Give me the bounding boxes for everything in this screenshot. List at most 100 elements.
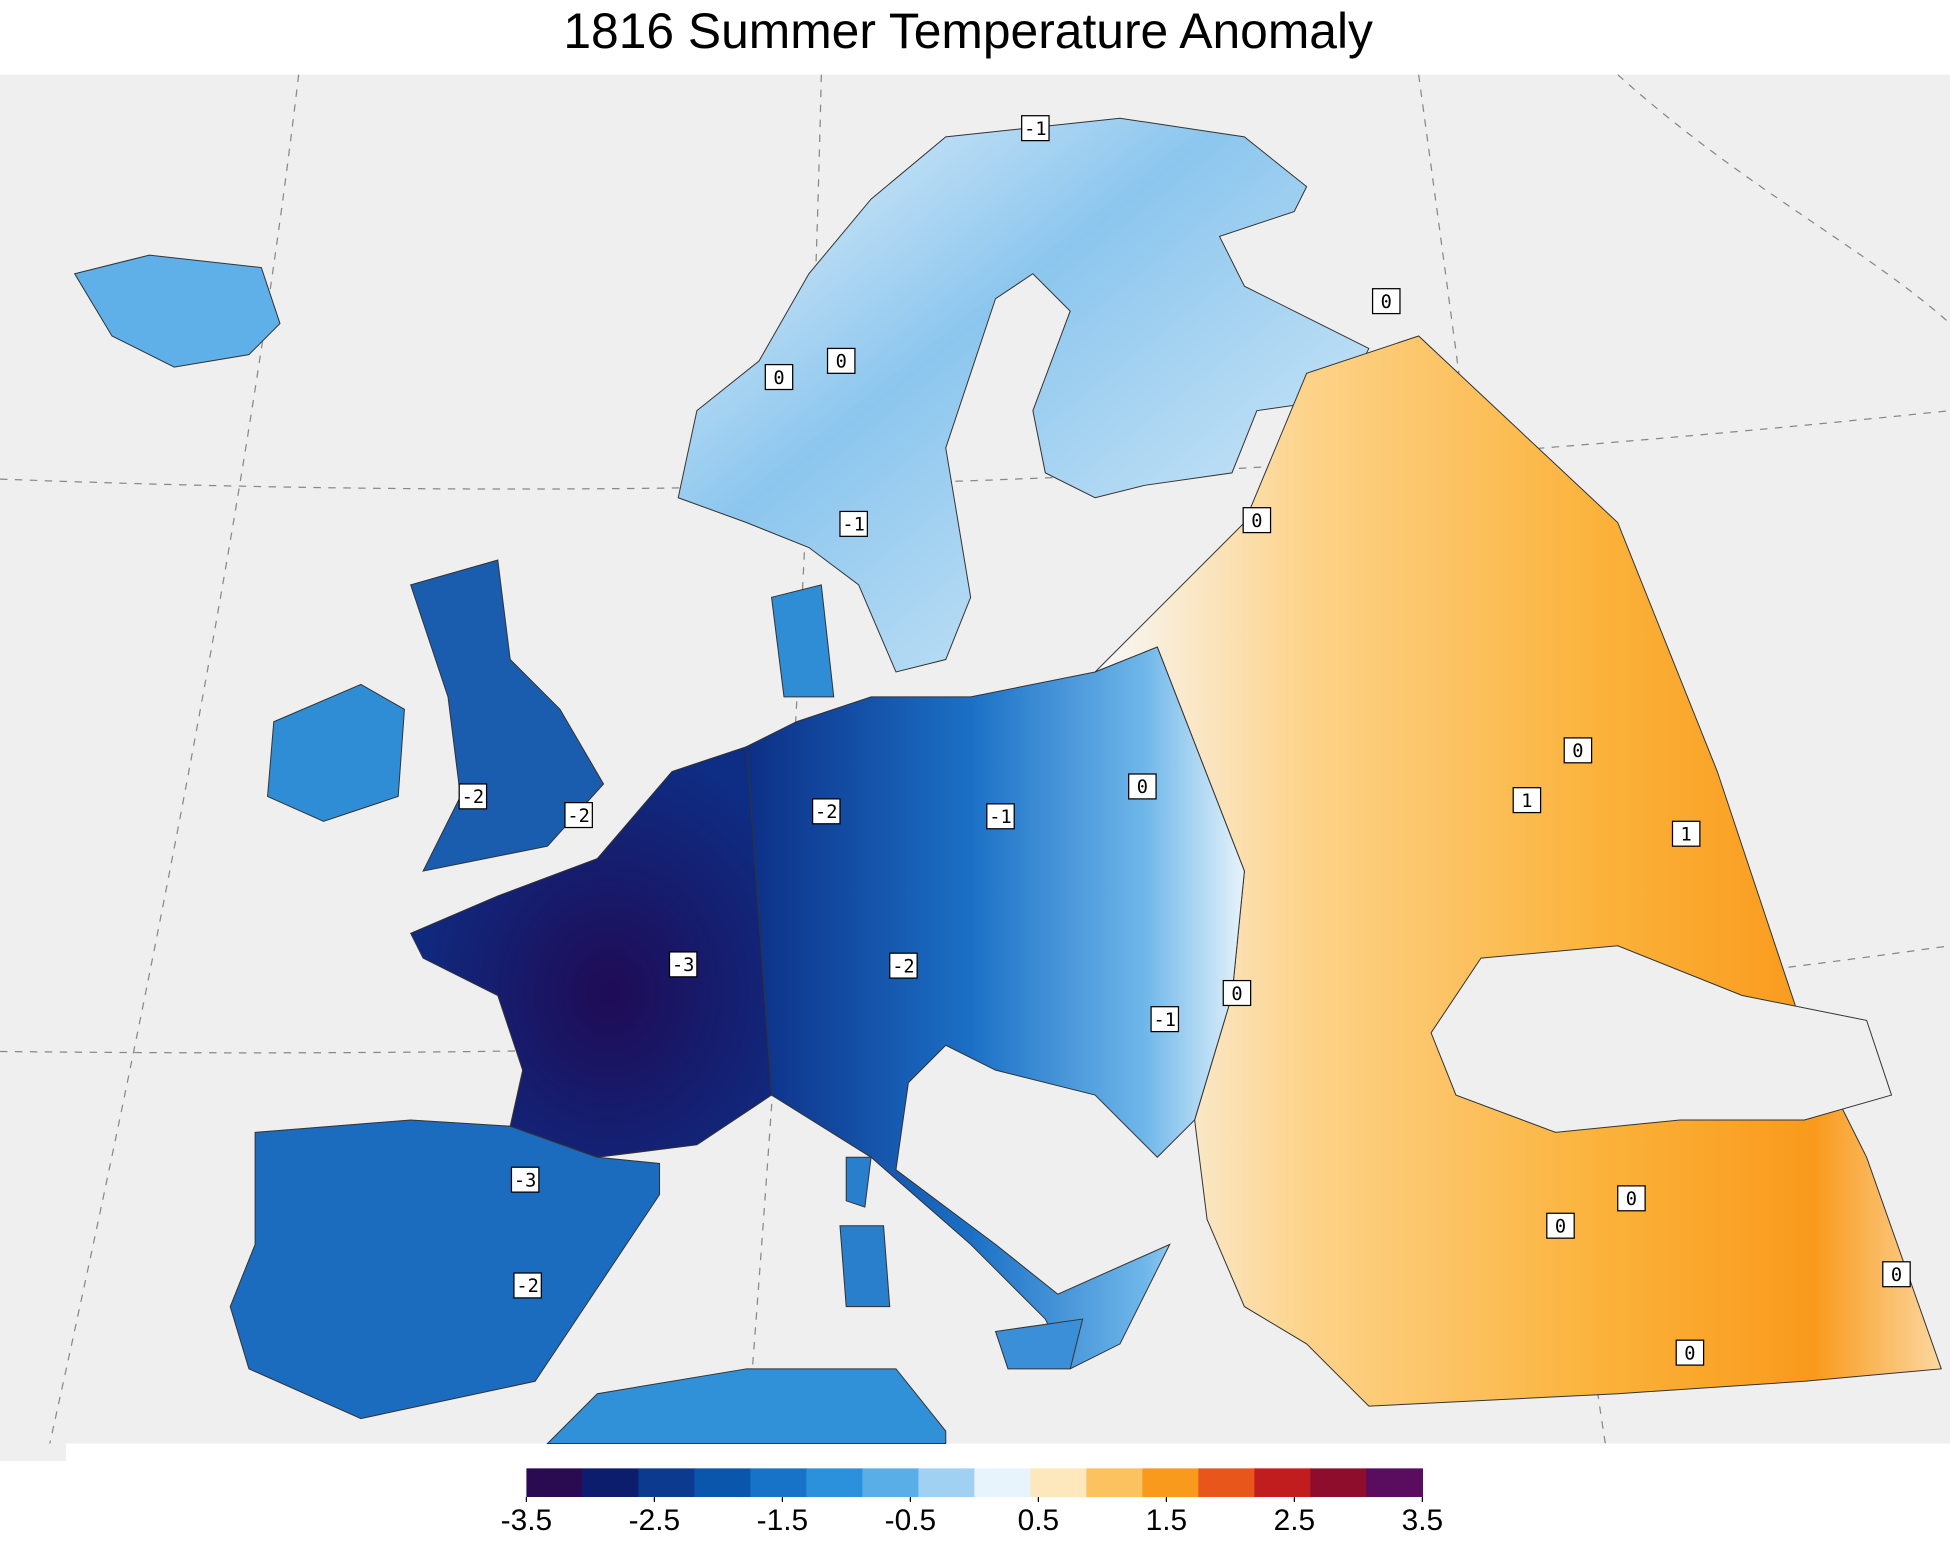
label-text: -3 bbox=[514, 1170, 536, 1191]
colorbar-swatch bbox=[1142, 1468, 1199, 1497]
contour-label: 0 bbox=[1128, 773, 1157, 800]
colorbar-swatch bbox=[1310, 1468, 1367, 1497]
contour-label: 0 bbox=[1675, 1339, 1705, 1366]
label-text: 0 bbox=[1891, 1265, 1902, 1286]
label-text: -2 bbox=[892, 956, 914, 977]
label-text: 0 bbox=[1626, 1189, 1637, 1210]
contour-label: 0 bbox=[1882, 1261, 1911, 1288]
label-box bbox=[1021, 115, 1050, 142]
label-text: 0 bbox=[1381, 292, 1392, 313]
label-box bbox=[1371, 288, 1401, 315]
colorbar-swatch bbox=[1254, 1468, 1311, 1497]
label-text: 0 bbox=[773, 368, 784, 389]
colorbar-swatch bbox=[694, 1468, 752, 1497]
colorbar-swatch bbox=[1366, 1468, 1423, 1497]
label-text: 0 bbox=[1572, 741, 1583, 762]
label-text: -1 bbox=[1024, 119, 1046, 140]
label-text: -1 bbox=[1154, 1010, 1176, 1031]
colorbar-swatch bbox=[750, 1468, 808, 1497]
denmark bbox=[770, 584, 835, 698]
colorbar-swatch bbox=[526, 1468, 584, 1497]
colorbar-tick-label: -3.5 bbox=[501, 1504, 552, 1537]
label-box bbox=[811, 798, 841, 825]
corsica bbox=[845, 1156, 872, 1208]
iceland bbox=[73, 254, 281, 368]
colorbar-tick-label: -0.5 bbox=[885, 1504, 936, 1537]
contour-label: -1 bbox=[1021, 115, 1050, 142]
colorbar-swatch bbox=[806, 1468, 864, 1497]
label-box bbox=[510, 1166, 540, 1193]
label-text: -2 bbox=[462, 787, 484, 808]
colorbar-swatch bbox=[1198, 1468, 1255, 1497]
title: 1816 Summer Temperature Anomaly bbox=[563, 3, 1373, 59]
sardinia bbox=[839, 1225, 891, 1308]
label-box bbox=[1675, 1339, 1705, 1366]
contour-label: -2 bbox=[811, 798, 841, 825]
contour-label: 0 bbox=[1563, 737, 1593, 764]
label-box bbox=[668, 951, 698, 978]
label-box bbox=[1512, 787, 1542, 814]
contour-label: 1 bbox=[1512, 787, 1542, 814]
label-box bbox=[889, 952, 918, 979]
label-box bbox=[1150, 1006, 1180, 1033]
black-sea bbox=[1430, 945, 1893, 1133]
label-text: 0 bbox=[1231, 984, 1242, 1005]
label-box bbox=[1242, 507, 1272, 534]
label-box bbox=[826, 347, 856, 374]
label-text: -2 bbox=[815, 802, 837, 823]
contour-label: 0 bbox=[1617, 1185, 1646, 1212]
label-box bbox=[1617, 1185, 1646, 1212]
contour-label: -1 bbox=[839, 510, 868, 537]
north-africa bbox=[546, 1368, 947, 1444]
colorbar-tick-label: 2.5 bbox=[1274, 1504, 1316, 1537]
label-text: -3 bbox=[672, 955, 694, 976]
label-text: 0 bbox=[1555, 1216, 1566, 1237]
label-text: 1 bbox=[1681, 824, 1692, 845]
contour-label: -2 bbox=[564, 802, 593, 829]
label-box bbox=[1546, 1212, 1575, 1239]
contour-labels: -1 0 0 0 -1 0 -2 -2 -2 -1 0 0 1 1 -3 -2 0 -1 -3 0 0 -2 0 0 bbox=[458, 115, 1911, 1366]
label-box bbox=[1882, 1261, 1911, 1288]
label-box bbox=[458, 783, 488, 810]
label-box bbox=[513, 1272, 542, 1299]
map-area bbox=[0, 74, 1950, 1461]
label-text: -2 bbox=[516, 1276, 538, 1297]
sea bbox=[0, 1443, 66, 1461]
contour-label: -3 bbox=[510, 1166, 540, 1193]
label-text: 0 bbox=[1251, 511, 1262, 532]
colorbar-swatch bbox=[1086, 1468, 1143, 1497]
label-text: -2 bbox=[567, 806, 589, 827]
label-box bbox=[839, 510, 868, 537]
contour-label: -2 bbox=[513, 1272, 542, 1299]
colorbar-swatch bbox=[862, 1468, 920, 1497]
colorbar-tick-label: 3.5 bbox=[1402, 1504, 1444, 1537]
colorbar-swatch bbox=[582, 1468, 640, 1497]
label-text: -1 bbox=[989, 807, 1011, 828]
contour-label: -2 bbox=[458, 783, 488, 810]
colorbar: -3.5 -2.5 -1.5 -0.5 0.5 1.5 2.5 3.5 bbox=[501, 1468, 1444, 1537]
colorbar-swatch bbox=[1030, 1468, 1087, 1497]
label-box bbox=[1128, 773, 1157, 800]
contour-label: 0 bbox=[1242, 507, 1272, 534]
label-text: 1 bbox=[1521, 791, 1532, 812]
contour-label: 0 bbox=[1546, 1212, 1575, 1239]
label-text: 0 bbox=[836, 352, 847, 373]
contour-label: 1 bbox=[1671, 820, 1701, 847]
land bbox=[73, 117, 1942, 1444]
label-box bbox=[564, 802, 593, 829]
contour-label: -3 bbox=[668, 951, 698, 978]
label-box bbox=[986, 803, 1015, 830]
contour-label: -2 bbox=[889, 952, 918, 979]
label-text: 0 bbox=[1137, 777, 1148, 798]
contour-label: 0 bbox=[764, 363, 794, 391]
france bbox=[409, 745, 773, 1158]
label-text: 0 bbox=[1684, 1343, 1695, 1364]
contour-label: 0 bbox=[1371, 288, 1401, 315]
colorbar-swatch bbox=[974, 1468, 1031, 1497]
label-box bbox=[1563, 737, 1593, 764]
colorbar-tick-label: -1.5 bbox=[757, 1504, 808, 1537]
sicily bbox=[994, 1318, 1084, 1370]
label-box bbox=[1671, 820, 1701, 847]
colorbar-swatch bbox=[638, 1468, 696, 1497]
